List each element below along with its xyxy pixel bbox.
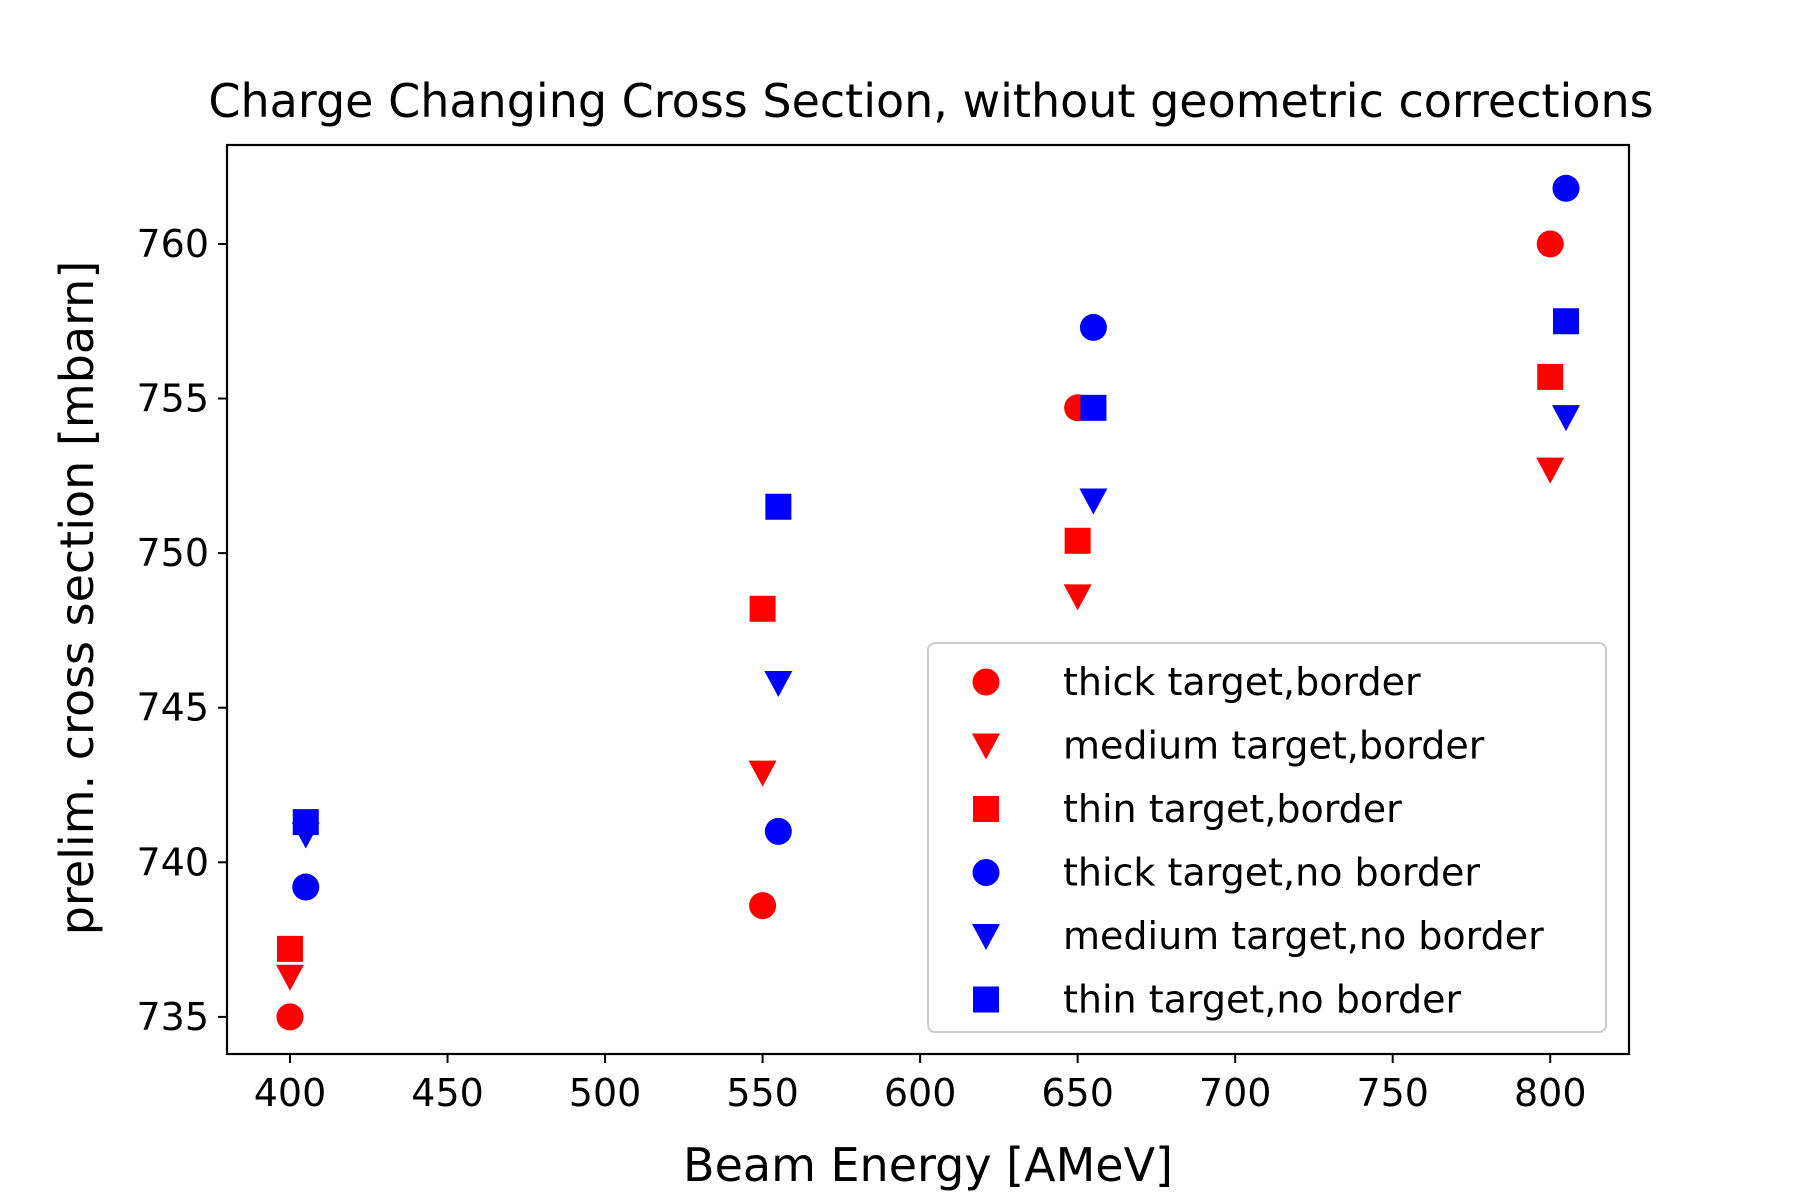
legend-marker-circle	[972, 859, 1000, 886]
legend-marker-square	[973, 796, 999, 822]
data-point-square	[765, 493, 792, 520]
data-markers	[276, 174, 1580, 1031]
data-point-triangle-down	[1063, 584, 1092, 611]
data-point-triangle-down	[276, 964, 305, 991]
legend-marker-triangle-down	[972, 924, 1000, 950]
chart-title: Charge Changing Cross Section, without g…	[208, 74, 1653, 128]
data-point-circle	[276, 1003, 304, 1031]
data-point-triangle-down	[748, 760, 777, 787]
y-tick-label: 735	[136, 995, 209, 1039]
x-tick-label: 450	[411, 1071, 484, 1115]
y-tick-label: 760	[136, 222, 209, 266]
data-point-square	[1080, 394, 1107, 421]
x-tick-label: 650	[1041, 1071, 1114, 1115]
data-point-square	[1552, 308, 1579, 335]
y-axis-label: prelim. cross section [mbarn]	[50, 261, 104, 936]
legend-label: medium target,border	[1063, 724, 1485, 768]
x-tick-label: 500	[569, 1071, 642, 1115]
y-tick-label: 745	[136, 686, 209, 730]
legend-marker-circle	[972, 668, 1000, 696]
data-point-circle	[1079, 313, 1107, 341]
data-point-square	[1537, 363, 1564, 390]
data-point-circle	[749, 892, 777, 920]
data-point-square	[277, 935, 304, 962]
y-tick-label: 740	[136, 840, 209, 884]
y-tick-label: 755	[136, 377, 209, 421]
data-point-triangle-down	[1551, 405, 1580, 432]
x-tick-label: 600	[884, 1071, 957, 1115]
data-point-triangle-down	[1079, 488, 1108, 515]
data-point-circle	[292, 873, 320, 901]
data-point-circle	[1536, 230, 1564, 258]
x-tick-label: 700	[1199, 1071, 1272, 1115]
x-axis: 400 450 500 550 600 650 700 750 800	[254, 1054, 1587, 1115]
data-point-square	[749, 595, 776, 622]
x-axis-label: Beam Energy [AMeV]	[683, 1138, 1173, 1192]
x-tick-label: 400	[254, 1071, 327, 1115]
legend-box	[927, 642, 1607, 1033]
plot-area	[225, 143, 1631, 1056]
x-tick-label: 800	[1514, 1071, 1587, 1115]
legend: thick target,border medium target,border t…	[927, 642, 1607, 1033]
y-tick-label: 750	[136, 531, 209, 575]
data-point-square	[292, 809, 319, 836]
legend-label: medium target,no border	[1063, 914, 1544, 958]
legend-label: thin target,no border	[1063, 978, 1462, 1022]
legend-label: thick target,no border	[1063, 851, 1480, 895]
legend-marker-triangle-down	[972, 733, 1000, 760]
x-tick-label: 550	[726, 1071, 799, 1115]
legend-label: thick target,border	[1063, 660, 1421, 704]
data-point-circle	[1552, 174, 1580, 202]
data-point-triangle-down	[764, 670, 793, 697]
data-point-square	[1064, 527, 1091, 554]
legend-label: thin target,border	[1063, 787, 1402, 831]
y-axis: 735 740 745 750 755 760	[136, 222, 227, 1039]
data-point-triangle-down	[1536, 457, 1565, 484]
data-point-circle	[764, 817, 792, 845]
x-tick-label: 750	[1356, 1071, 1429, 1115]
legend-marker-square	[973, 986, 999, 1013]
